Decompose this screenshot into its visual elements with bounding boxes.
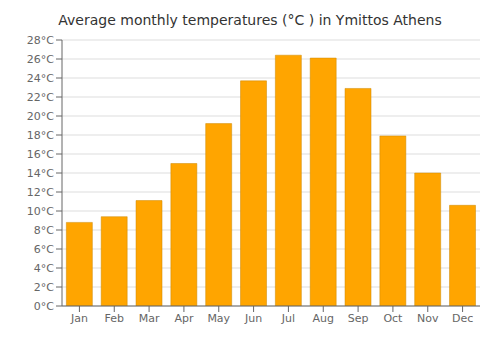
svg-text:20°C: 20°C: [27, 110, 54, 123]
svg-text:Nov: Nov: [417, 312, 439, 325]
svg-text:26°C: 26°C: [27, 53, 54, 66]
svg-text:Mar: Mar: [139, 312, 160, 325]
svg-text:Jun: Jun: [244, 312, 262, 325]
svg-text:Dec: Dec: [452, 312, 473, 325]
svg-text:Jan: Jan: [70, 312, 88, 325]
svg-text:14°C: 14°C: [27, 167, 54, 180]
svg-text:Oct: Oct: [383, 312, 403, 325]
html-text:Average monthly temperatures (: Average monthly temperatures (°C ) in Ym…: [58, 12, 442, 28]
svg-text:18°C: 18°C: [27, 129, 54, 142]
svg-text:6°C: 6°C: [34, 243, 54, 256]
svg-text:May: May: [207, 312, 230, 325]
svg-text:Aug: Aug: [313, 312, 334, 325]
svg-text:8°C: 8°C: [34, 224, 54, 237]
svg-text:12°C: 12°C: [27, 186, 54, 199]
svg-text:Feb: Feb: [105, 312, 124, 325]
svg-text:0°C: 0°C: [34, 300, 54, 313]
svg-text:28°C: 28°C: [27, 34, 54, 47]
svg-text:24°C: 24°C: [27, 72, 54, 85]
svg-text:Jul: Jul: [281, 312, 295, 325]
svg-text:10°C: 10°C: [27, 205, 54, 218]
svg-text:22°C: 22°C: [27, 91, 54, 104]
svg-text:16°C: 16°C: [27, 148, 54, 161]
svg-text:Sep: Sep: [348, 312, 369, 325]
svg-text:Apr: Apr: [174, 312, 194, 325]
svg-text:2°C: 2°C: [34, 281, 54, 294]
svg-text:4°C: 4°C: [34, 262, 54, 275]
